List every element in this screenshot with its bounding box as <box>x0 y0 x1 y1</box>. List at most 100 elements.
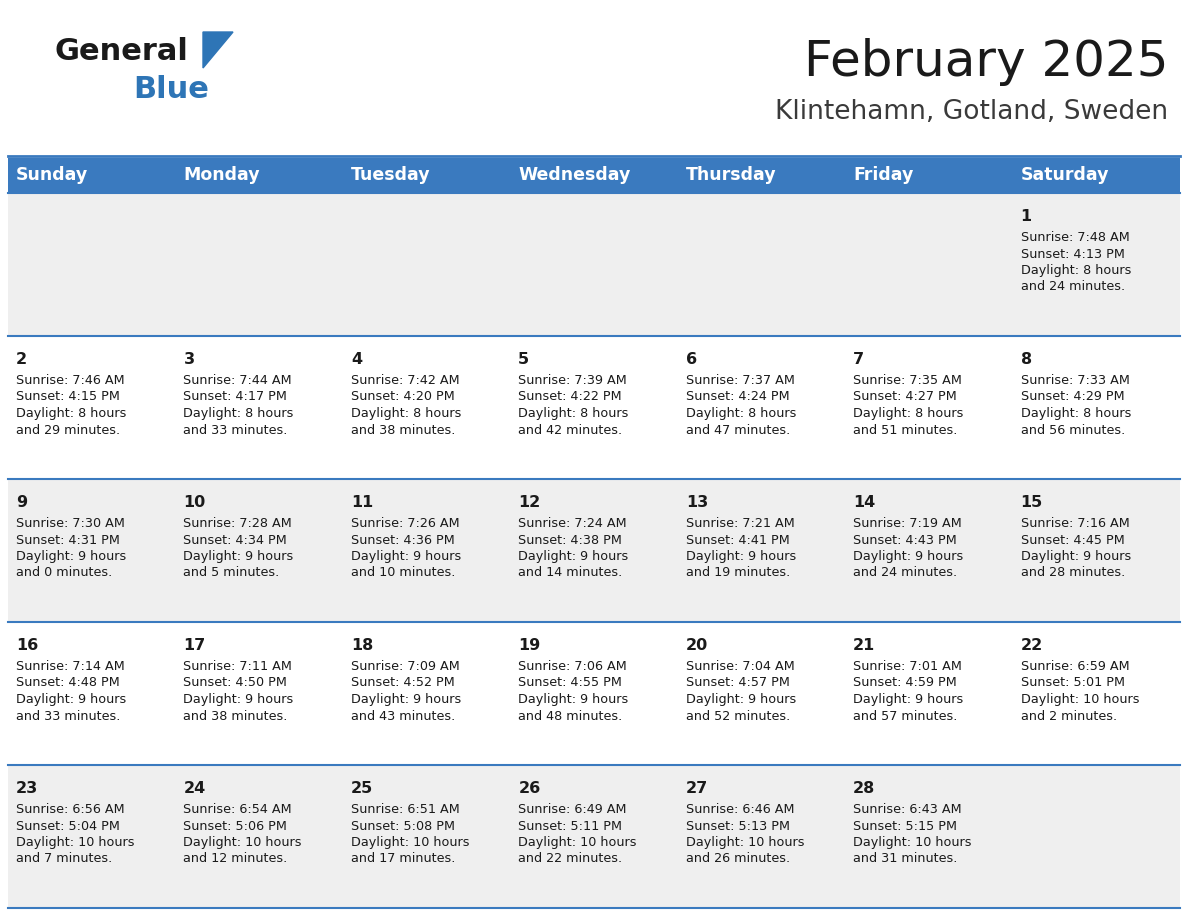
Text: Sunset: 4:55 PM: Sunset: 4:55 PM <box>518 677 623 689</box>
Text: Sunset: 5:15 PM: Sunset: 5:15 PM <box>853 820 958 833</box>
Text: 3: 3 <box>183 352 195 367</box>
Text: 16: 16 <box>15 638 38 653</box>
Text: Daylight: 10 hours: Daylight: 10 hours <box>183 836 302 849</box>
Polygon shape <box>203 32 233 68</box>
Text: Sunset: 5:06 PM: Sunset: 5:06 PM <box>183 820 287 833</box>
Text: Sunrise: 7:44 AM: Sunrise: 7:44 AM <box>183 374 292 387</box>
Text: Daylight: 8 hours: Daylight: 8 hours <box>1020 264 1131 277</box>
Text: Daylight: 9 hours: Daylight: 9 hours <box>518 693 628 706</box>
Text: and 57 minutes.: and 57 minutes. <box>853 710 958 722</box>
Text: Sunrise: 7:28 AM: Sunrise: 7:28 AM <box>183 517 292 530</box>
Text: Sunrise: 7:30 AM: Sunrise: 7:30 AM <box>15 517 125 530</box>
Text: Sunset: 4:48 PM: Sunset: 4:48 PM <box>15 677 120 689</box>
Text: Sunrise: 6:46 AM: Sunrise: 6:46 AM <box>685 803 795 816</box>
Text: 18: 18 <box>350 638 373 653</box>
Text: Tuesday: Tuesday <box>350 166 430 185</box>
Text: Sunrise: 7:24 AM: Sunrise: 7:24 AM <box>518 517 627 530</box>
Text: Monday: Monday <box>183 166 260 185</box>
Text: Sunset: 4:13 PM: Sunset: 4:13 PM <box>1020 248 1125 261</box>
Text: Daylight: 9 hours: Daylight: 9 hours <box>183 693 293 706</box>
Text: Sunrise: 7:46 AM: Sunrise: 7:46 AM <box>15 374 125 387</box>
Text: and 31 minutes.: and 31 minutes. <box>853 853 958 866</box>
Text: Sunset: 4:17 PM: Sunset: 4:17 PM <box>183 390 287 404</box>
Text: Friday: Friday <box>853 166 914 185</box>
Text: 6: 6 <box>685 352 697 367</box>
Text: Sunrise: 7:37 AM: Sunrise: 7:37 AM <box>685 374 795 387</box>
Text: Daylight: 9 hours: Daylight: 9 hours <box>518 550 628 563</box>
Text: 8: 8 <box>1020 352 1031 367</box>
Text: Daylight: 8 hours: Daylight: 8 hours <box>350 407 461 420</box>
Text: 13: 13 <box>685 495 708 510</box>
Text: Sunrise: 7:11 AM: Sunrise: 7:11 AM <box>183 660 292 673</box>
Text: Daylight: 9 hours: Daylight: 9 hours <box>350 550 461 563</box>
Text: and 56 minutes.: and 56 minutes. <box>1020 423 1125 436</box>
Text: 7: 7 <box>853 352 864 367</box>
Text: and 33 minutes.: and 33 minutes. <box>183 423 287 436</box>
Text: and 2 minutes.: and 2 minutes. <box>1020 710 1117 722</box>
Text: and 22 minutes.: and 22 minutes. <box>518 853 623 866</box>
Bar <box>8 479 1180 622</box>
Text: and 48 minutes.: and 48 minutes. <box>518 710 623 722</box>
Text: Daylight: 8 hours: Daylight: 8 hours <box>1020 407 1131 420</box>
Text: 28: 28 <box>853 781 876 796</box>
Text: Daylight: 9 hours: Daylight: 9 hours <box>685 693 796 706</box>
Text: Thursday: Thursday <box>685 166 776 185</box>
Text: Sunrise: 7:16 AM: Sunrise: 7:16 AM <box>1020 517 1130 530</box>
Text: and 43 minutes.: and 43 minutes. <box>350 710 455 722</box>
Text: 23: 23 <box>15 781 38 796</box>
Text: Daylight: 9 hours: Daylight: 9 hours <box>1020 550 1131 563</box>
Text: Daylight: 8 hours: Daylight: 8 hours <box>183 407 293 420</box>
Text: Sunset: 4:31 PM: Sunset: 4:31 PM <box>15 533 120 546</box>
Text: Sunset: 4:24 PM: Sunset: 4:24 PM <box>685 390 789 404</box>
Text: Daylight: 9 hours: Daylight: 9 hours <box>685 550 796 563</box>
Text: Sunset: 5:13 PM: Sunset: 5:13 PM <box>685 820 790 833</box>
Text: 22: 22 <box>1020 638 1043 653</box>
Text: 4: 4 <box>350 352 362 367</box>
Text: Sunset: 4:52 PM: Sunset: 4:52 PM <box>350 677 455 689</box>
Text: 5: 5 <box>518 352 530 367</box>
Text: Sunrise: 7:39 AM: Sunrise: 7:39 AM <box>518 374 627 387</box>
Text: February 2025: February 2025 <box>803 38 1168 86</box>
Text: Daylight: 10 hours: Daylight: 10 hours <box>518 836 637 849</box>
Bar <box>8 158 1180 193</box>
Text: General: General <box>55 38 189 66</box>
Text: Sunset: 4:50 PM: Sunset: 4:50 PM <box>183 677 287 689</box>
Text: Klintehamn, Gotland, Sweden: Klintehamn, Gotland, Sweden <box>775 99 1168 125</box>
Text: Sunrise: 7:06 AM: Sunrise: 7:06 AM <box>518 660 627 673</box>
Text: Sunset: 4:29 PM: Sunset: 4:29 PM <box>1020 390 1124 404</box>
Text: Sunrise: 6:51 AM: Sunrise: 6:51 AM <box>350 803 460 816</box>
Text: Daylight: 10 hours: Daylight: 10 hours <box>685 836 804 849</box>
Text: 1: 1 <box>1020 209 1031 224</box>
Text: 24: 24 <box>183 781 206 796</box>
Text: 27: 27 <box>685 781 708 796</box>
Text: and 51 minutes.: and 51 minutes. <box>853 423 958 436</box>
Text: 2: 2 <box>15 352 27 367</box>
Text: Sunset: 4:38 PM: Sunset: 4:38 PM <box>518 533 623 546</box>
Text: Sunrise: 7:21 AM: Sunrise: 7:21 AM <box>685 517 795 530</box>
Text: Sunset: 4:45 PM: Sunset: 4:45 PM <box>1020 533 1124 546</box>
Bar <box>8 622 1180 765</box>
Text: and 0 minutes.: and 0 minutes. <box>15 566 112 579</box>
Text: 10: 10 <box>183 495 206 510</box>
Text: and 38 minutes.: and 38 minutes. <box>350 423 455 436</box>
Text: Sunrise: 7:14 AM: Sunrise: 7:14 AM <box>15 660 125 673</box>
Text: and 29 minutes.: and 29 minutes. <box>15 423 120 436</box>
Text: 25: 25 <box>350 781 373 796</box>
Text: and 14 minutes.: and 14 minutes. <box>518 566 623 579</box>
Text: Sunrise: 7:26 AM: Sunrise: 7:26 AM <box>350 517 460 530</box>
Text: Daylight: 9 hours: Daylight: 9 hours <box>15 693 126 706</box>
Text: 17: 17 <box>183 638 206 653</box>
Text: Sunset: 4:59 PM: Sunset: 4:59 PM <box>853 677 956 689</box>
Bar <box>8 336 1180 479</box>
Text: and 47 minutes.: and 47 minutes. <box>685 423 790 436</box>
Text: Sunrise: 7:42 AM: Sunrise: 7:42 AM <box>350 374 460 387</box>
Text: Wednesday: Wednesday <box>518 166 631 185</box>
Text: and 10 minutes.: and 10 minutes. <box>350 566 455 579</box>
Text: Daylight: 9 hours: Daylight: 9 hours <box>853 550 963 563</box>
Text: Sunset: 4:41 PM: Sunset: 4:41 PM <box>685 533 790 546</box>
Text: and 52 minutes.: and 52 minutes. <box>685 710 790 722</box>
Text: Sunset: 5:08 PM: Sunset: 5:08 PM <box>350 820 455 833</box>
Text: and 7 minutes.: and 7 minutes. <box>15 853 112 866</box>
Text: and 33 minutes.: and 33 minutes. <box>15 710 120 722</box>
Text: and 38 minutes.: and 38 minutes. <box>183 710 287 722</box>
